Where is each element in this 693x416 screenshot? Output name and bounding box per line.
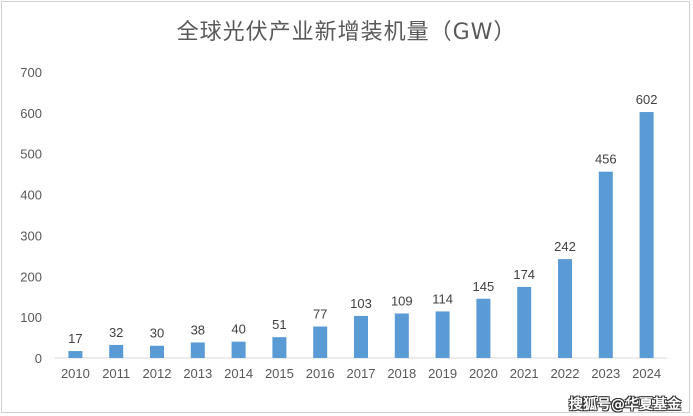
data-label: 38 [191,322,205,337]
x-tick-label: 2010 [61,366,90,381]
data-label: 103 [350,296,372,311]
y-tick-label: 100 [20,310,42,325]
x-tick-label: 2021 [510,366,539,381]
data-label: 456 [595,152,617,167]
x-tick-label: 2023 [591,366,620,381]
bar [150,345,164,358]
y-tick-label: 0 [35,351,42,366]
bar [231,341,246,358]
data-label: 109 [391,293,413,308]
data-label: 40 [231,322,245,337]
x-tick-label: 2016 [306,366,335,381]
y-tick-label: 200 [20,269,42,284]
bar [272,337,287,358]
y-tick-label: 400 [20,188,42,203]
data-label: 51 [272,317,286,332]
x-tick-label: 2022 [551,366,580,381]
data-label: 32 [109,325,123,340]
x-tick-label: 2020 [469,366,498,381]
bar [354,315,368,358]
bar [435,311,450,358]
data-label: 174 [513,267,535,282]
x-tick-label: 2018 [387,366,416,381]
x-tick-label: 2017 [347,366,376,381]
chart-title: 全球光伏产业新增装机量（GW） [176,20,517,45]
y-tick-label: 300 [20,228,42,243]
data-label: 602 [636,92,658,107]
bar [476,298,491,358]
x-tick-label: 2012 [143,366,172,381]
data-label: 77 [313,307,327,322]
bar [598,171,613,358]
y-tick-label: 500 [20,147,42,162]
bar [558,259,572,358]
bar [394,313,409,358]
bar [190,342,205,358]
y-tick-label: 700 [20,65,42,80]
data-label: 114 [432,291,453,306]
x-tick-label: 2024 [632,366,661,381]
bar [109,344,124,358]
x-tick-label: 2011 [102,366,130,381]
x-tick-label: 2015 [265,366,294,381]
data-label: 30 [150,326,164,341]
data-label: 242 [554,239,576,254]
data-label: 145 [473,279,495,294]
bar [517,286,532,358]
bar [313,326,328,358]
y-tick-label: 600 [20,106,42,121]
x-tick-label: 2019 [428,366,457,381]
bar [639,112,654,358]
data-label: 17 [68,331,82,346]
watermark: 搜狐号@华夏基金 [569,397,681,413]
x-tick-label: 2014 [224,366,253,381]
bar [68,351,83,358]
x-tick-label: 2013 [183,366,212,381]
